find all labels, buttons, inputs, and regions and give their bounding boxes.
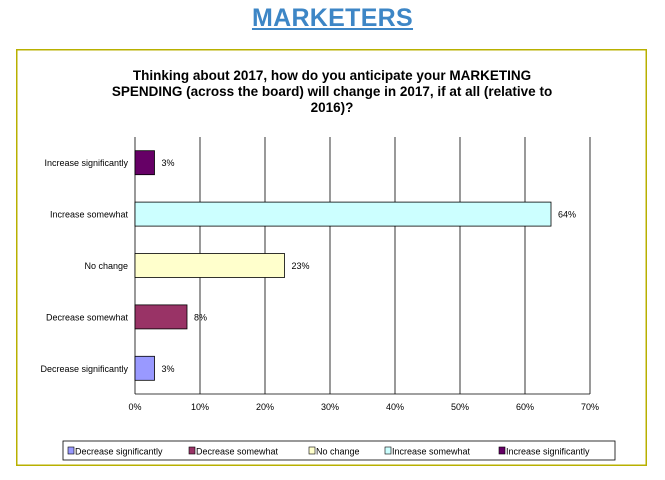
- bar: [134, 201, 552, 227]
- x-tick-label: 70%: [581, 402, 599, 412]
- legend-swatch: [308, 446, 316, 455]
- bar: [134, 355, 155, 381]
- bars: 3% 64% 23% 8% 3%: [134, 150, 576, 381]
- category-label: No change: [84, 261, 128, 271]
- legend-swatch: [498, 446, 506, 455]
- bar-value-label: 3%: [162, 158, 175, 168]
- gridlines: [134, 137, 591, 395]
- x-tick-label: 60%: [516, 402, 534, 412]
- chart-frame: [16, 49, 647, 466]
- bar: [134, 253, 285, 278]
- x-tick-label: 20%: [256, 402, 274, 412]
- x-tick-label: 30%: [321, 402, 339, 412]
- x-tick-label: 50%: [451, 402, 469, 412]
- bar: [134, 150, 155, 176]
- legend-swatch: [67, 446, 75, 455]
- category-label: Increase somewhat: [50, 210, 129, 220]
- bar-value-label: 23%: [292, 261, 310, 271]
- legend-label: Increase somewhat: [392, 447, 471, 457]
- bar: [134, 304, 188, 330]
- legend: Decrease significantly Decrease somewhat N…: [62, 440, 616, 461]
- category-labels: Increase significantly Increase somewhat N…: [40, 158, 128, 374]
- x-tick-label: 10%: [191, 402, 209, 412]
- bar-value-label: 64%: [558, 210, 576, 220]
- legend-label: Decrease significantly: [75, 447, 163, 457]
- chart-title-line: Thinking about 2017, how do you anticipa…: [133, 68, 531, 83]
- x-axis-ticks: 0% 10% 20% 30% 40% 50% 60% 70%: [128, 402, 599, 412]
- x-tick-label: 0%: [128, 402, 141, 412]
- page-heading: MARKETERS: [251, 4, 414, 32]
- bar-value-label: 3%: [162, 364, 175, 374]
- legend-label: Increase significantly: [506, 447, 590, 457]
- x-tick-label: 40%: [386, 402, 404, 412]
- legend-swatch: [384, 446, 392, 455]
- legend-label: No change: [316, 447, 360, 457]
- chart-title-line: 2016)?: [311, 100, 354, 115]
- chart-title: Thinking about 2017, how do you anticipa…: [112, 68, 552, 115]
- category-label: Decrease somewhat: [46, 312, 129, 322]
- legend-swatch: [188, 446, 196, 455]
- bar-value-label: 8%: [194, 312, 207, 322]
- category-label: Decrease significantly: [40, 364, 128, 374]
- chart-title-line: SPENDING (across the board) will change …: [112, 84, 552, 99]
- legend-label: Decrease somewhat: [196, 447, 279, 457]
- category-label: Increase significantly: [44, 158, 128, 168]
- legend-box: [62, 440, 616, 461]
